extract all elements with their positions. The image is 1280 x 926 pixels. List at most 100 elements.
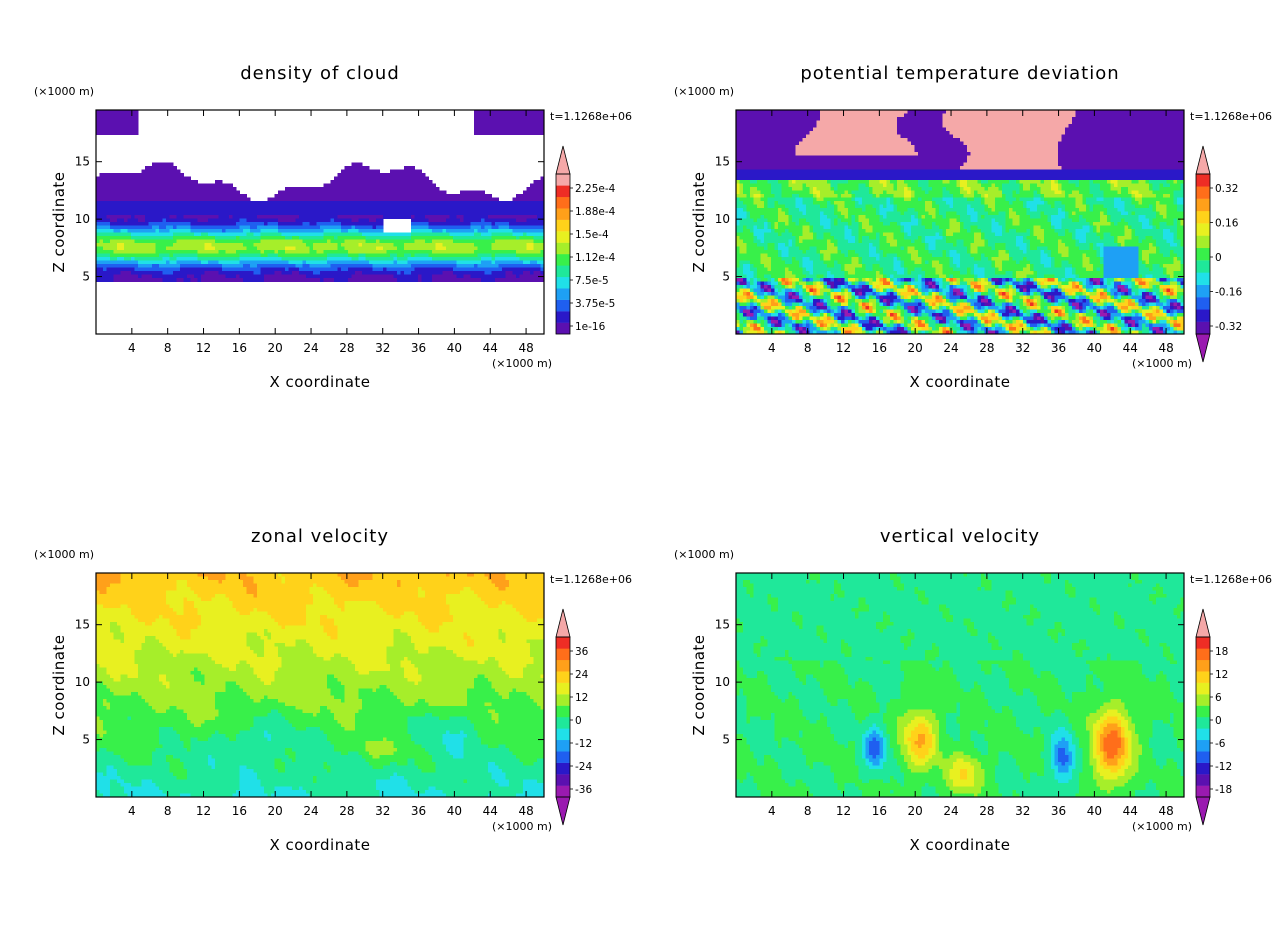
contour-cell bbox=[106, 117, 111, 121]
contour-cell bbox=[865, 131, 870, 135]
contour-cell bbox=[456, 194, 461, 198]
contour-cell bbox=[155, 236, 160, 240]
contour-cell bbox=[295, 187, 300, 191]
contour-cell bbox=[491, 229, 496, 233]
contour-cell bbox=[211, 271, 216, 275]
contour-cell bbox=[162, 271, 167, 275]
contour-cell bbox=[337, 176, 342, 181]
contour-cell bbox=[362, 274, 366, 279]
contour-cell bbox=[530, 120, 534, 125]
contour-cell bbox=[120, 180, 125, 184]
contour-cell bbox=[432, 229, 436, 233]
contour-cell bbox=[309, 218, 314, 223]
contour-cell bbox=[337, 274, 342, 279]
contour-cell bbox=[502, 131, 506, 135]
contour-cell bbox=[484, 239, 489, 244]
contour-cell bbox=[474, 117, 478, 121]
contour-cell bbox=[453, 222, 457, 226]
contour-cell bbox=[495, 225, 499, 230]
contour-cell bbox=[488, 127, 492, 132]
contour-cell bbox=[1121, 131, 1125, 135]
contour-cell bbox=[421, 274, 426, 279]
contour-cell bbox=[540, 278, 545, 282]
contour-cell bbox=[1089, 113, 1094, 118]
colorbar-segment bbox=[556, 265, 570, 278]
contour-cell bbox=[281, 246, 286, 251]
contour-cell bbox=[124, 274, 128, 279]
contour-cell bbox=[1033, 117, 1038, 121]
colorbar-frame bbox=[555, 173, 571, 335]
contour-cell bbox=[138, 187, 142, 191]
contour-cell bbox=[117, 236, 121, 240]
contour-cell bbox=[1026, 124, 1031, 128]
contour-cell bbox=[190, 267, 195, 272]
contour-cell bbox=[190, 218, 195, 223]
contour-cell bbox=[914, 110, 919, 114]
contour-cell bbox=[467, 208, 471, 212]
contour-cell bbox=[470, 194, 475, 198]
contour-cell bbox=[1170, 127, 1174, 132]
contour-cell bbox=[334, 250, 338, 254]
contour-cell bbox=[145, 166, 149, 170]
contour-cell bbox=[939, 110, 943, 114]
contour-cell bbox=[400, 173, 405, 177]
contour-cell bbox=[152, 274, 156, 279]
contour-cell bbox=[397, 183, 401, 188]
contour-cell bbox=[823, 117, 828, 121]
contour-cell bbox=[386, 176, 391, 181]
contour-cell bbox=[120, 120, 125, 125]
contour-cell bbox=[397, 180, 401, 184]
contour-cell bbox=[1103, 120, 1108, 125]
contour-cell bbox=[449, 253, 454, 258]
contour-cell bbox=[362, 225, 366, 230]
contour-cell bbox=[232, 246, 237, 251]
contour-cell bbox=[271, 236, 275, 240]
contour-cell bbox=[341, 260, 345, 265]
contour-cell bbox=[390, 211, 394, 216]
contour-cell bbox=[390, 274, 394, 279]
contour-cell bbox=[152, 271, 156, 275]
contour-cell bbox=[162, 264, 167, 268]
contour-cell bbox=[453, 274, 457, 279]
contour-cell bbox=[386, 236, 391, 240]
contour-cell bbox=[386, 201, 391, 205]
contour-cell bbox=[330, 187, 335, 191]
contour-cell bbox=[141, 225, 146, 230]
contour-cell bbox=[526, 131, 531, 135]
contour-cell bbox=[516, 194, 520, 198]
contour-cell bbox=[134, 246, 139, 251]
contour-cell bbox=[886, 120, 891, 125]
contour-cell bbox=[348, 278, 352, 282]
contour-cell bbox=[348, 250, 352, 254]
contour-cell bbox=[351, 211, 356, 216]
contour-cell bbox=[435, 264, 440, 268]
contour-cell bbox=[470, 257, 475, 261]
contour-cell bbox=[239, 222, 244, 226]
contour-cell bbox=[411, 267, 415, 272]
contour-cell bbox=[173, 166, 177, 170]
contour-cell bbox=[1145, 110, 1150, 114]
contour-cell bbox=[425, 250, 429, 254]
contour-cell bbox=[1170, 110, 1174, 114]
contour-cell bbox=[393, 236, 398, 240]
contour-cell bbox=[1030, 131, 1034, 135]
contour-cell bbox=[169, 271, 174, 275]
contour-cell bbox=[456, 274, 461, 279]
contour-cell bbox=[1173, 120, 1178, 125]
contour-cell bbox=[456, 264, 461, 268]
contour-cell bbox=[1002, 124, 1006, 128]
contour-cell bbox=[481, 250, 485, 254]
contour-cell bbox=[124, 267, 128, 272]
contour-cell bbox=[509, 243, 513, 247]
contour-cell bbox=[813, 127, 817, 132]
contour-cell bbox=[190, 253, 195, 258]
contour-cell bbox=[397, 253, 401, 258]
contour-cell bbox=[960, 120, 964, 125]
contour-cell bbox=[411, 243, 415, 247]
contour-cell bbox=[886, 113, 891, 118]
contour-cell bbox=[148, 218, 153, 223]
contour-cell bbox=[134, 183, 139, 188]
contour-cell bbox=[400, 176, 405, 181]
contour-cell bbox=[194, 271, 198, 275]
contour-cell bbox=[372, 215, 377, 219]
